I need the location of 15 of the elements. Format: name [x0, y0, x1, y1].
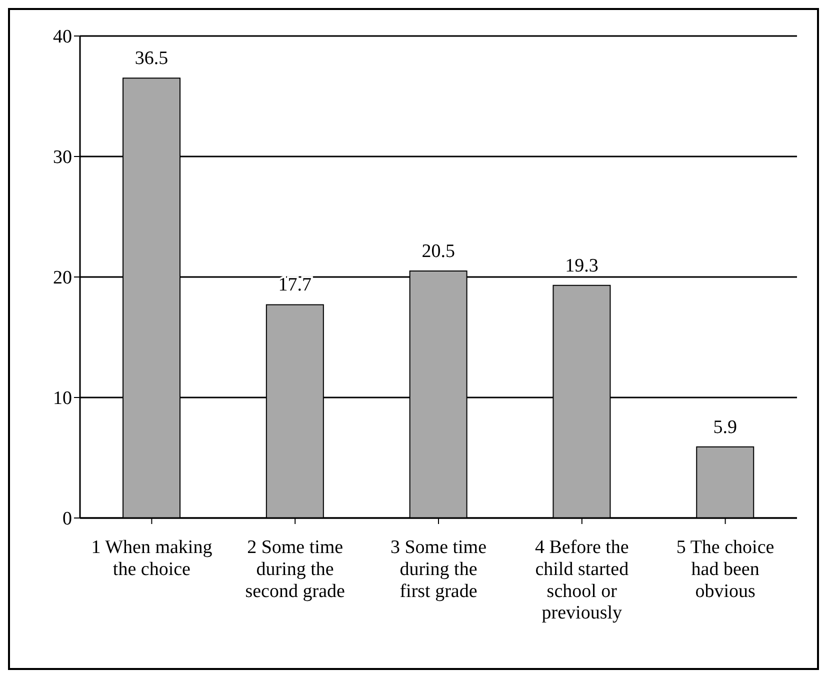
data-label: 36.5: [134, 48, 168, 70]
data-label: 19.3: [565, 255, 598, 276]
y-tick-label: 10: [53, 388, 72, 410]
y-tick-label: 30: [53, 147, 72, 168]
x-tick-label: 1 When making the choice: [91, 537, 213, 580]
x-tick-label: 4 Before the child started school or previously: [534, 537, 630, 624]
y-tick-label: 0: [62, 508, 72, 530]
x-tick-label: 2 Some time during the second grade: [245, 537, 345, 602]
data-label: 20.5: [422, 240, 455, 262]
y-tick-label: 40: [53, 26, 72, 48]
data-label: 5.9: [713, 416, 737, 438]
data-label: 17.7: [278, 274, 312, 296]
y-tick-label: 20: [53, 268, 72, 289]
x-tick-label: 5 The choice had been obvious: [676, 537, 774, 602]
x-tick-label: 3 Some time during the first grade: [390, 537, 487, 602]
